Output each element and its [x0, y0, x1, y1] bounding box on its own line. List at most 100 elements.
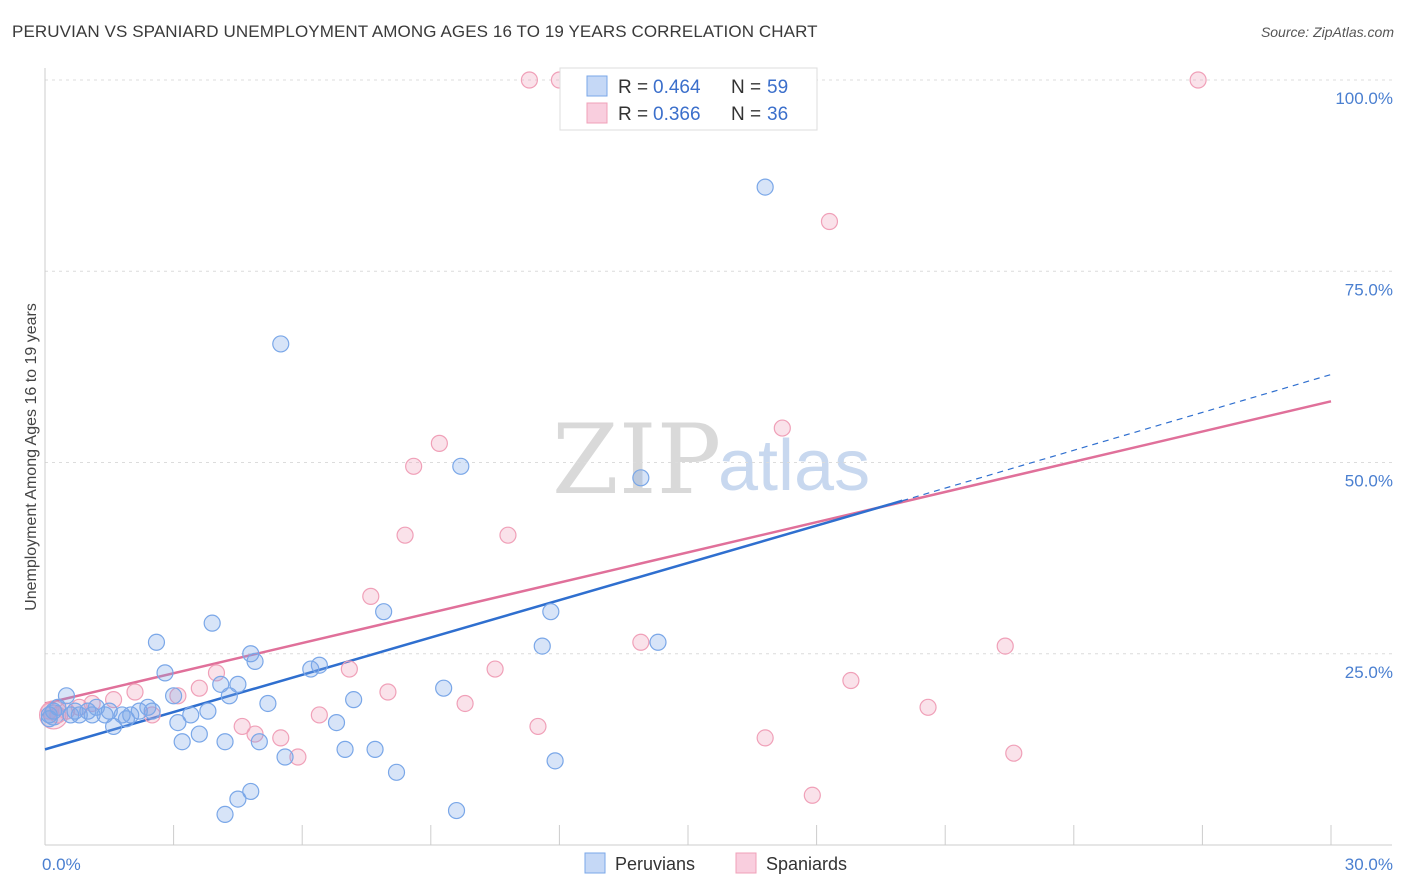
spaniards-point-30	[773, 419, 791, 437]
spaniards-point-23	[486, 660, 504, 678]
spaniards-point-6	[126, 683, 144, 701]
spaniards-point-24	[499, 526, 517, 544]
peruvians-point-58	[117, 710, 136, 728]
peruvians-point-34	[276, 748, 294, 766]
peruvians-point-35	[302, 660, 320, 678]
peruvians-point-12	[104, 717, 123, 736]
spaniards-point-33	[842, 671, 860, 690]
spaniards-point-19	[396, 526, 414, 544]
peruvians-point-32	[250, 733, 268, 751]
peruvians-point-43	[435, 679, 453, 697]
spaniards-point-26	[529, 717, 547, 736]
watermark: ZIP atlas	[552, 404, 870, 516]
peruvians-point-18	[156, 664, 174, 682]
y-tick-label-3: 100.0%	[1335, 89, 1393, 108]
peruvians-point-48	[649, 633, 667, 651]
spaniards-point-21	[430, 434, 448, 452]
spaniards-point-37	[1189, 71, 1207, 89]
peruvians-point-22	[182, 706, 200, 724]
y-tick-label-2: 75.0%	[1345, 280, 1393, 299]
peruvians-point-54	[447, 801, 466, 820]
watermark-zip: ZIP	[552, 404, 721, 516]
peruvians-point-36	[310, 656, 328, 674]
peruvians-point-24	[199, 702, 217, 720]
peruvians-point-38	[336, 740, 354, 758]
peruvians-point-42	[387, 763, 406, 781]
peruvians-point-20	[169, 713, 187, 732]
spaniards-point-35	[996, 637, 1014, 655]
peruvians-point-37	[327, 713, 346, 732]
peruvians-point-15	[130, 702, 148, 720]
legend-r-label-2: R =	[618, 104, 648, 125]
spaniards-point-13	[272, 729, 290, 747]
y-tick-label-0: 25.0%	[1345, 663, 1393, 682]
chart-source: Source: ZipAtlas.com	[1260, 24, 1394, 40]
y-tick-label-1: 50.0%	[1345, 472, 1393, 491]
peruvians-point-27	[216, 733, 234, 751]
peruvians-point-19	[165, 687, 183, 705]
spaniards-point-34	[919, 698, 937, 716]
spaniards-point-18	[379, 683, 397, 701]
spaniards-point-16	[340, 660, 358, 678]
peruvians-point-40	[366, 740, 384, 758]
bottom-legend-swatch-peruvians	[584, 852, 606, 874]
x-tick-labels: 0.0% 30.0%	[42, 855, 1393, 874]
peruvians-point-2	[49, 698, 67, 716]
peruvians-point-53	[216, 805, 234, 824]
spaniards-point-25	[520, 71, 538, 89]
peruvians-point-23	[190, 725, 208, 743]
spaniards-point-36	[1005, 744, 1023, 762]
chart-title: PERUVIAN VS SPANIARD UNEMPLOYMENT AMONG …	[12, 22, 818, 41]
spaniards-point-29	[756, 729, 774, 747]
peruvians-point-41	[375, 603, 393, 621]
legend-r-value-1: 0.464	[653, 77, 701, 98]
bottom-legend: Peruvians Spaniards	[584, 852, 847, 874]
spaniards-point-20	[405, 457, 423, 475]
y-axis-title: Unemployment Among Ages 16 to 19 years	[23, 303, 40, 611]
peruvians-point-21	[173, 733, 191, 751]
peruvians-point-33	[259, 694, 277, 713]
watermark-atlas: atlas	[718, 426, 870, 506]
peruvians-point-44	[452, 457, 470, 475]
peruvians-point-57	[143, 702, 161, 720]
peruvians-point-46	[542, 603, 560, 621]
legend-n-value-2: 36	[767, 104, 788, 125]
legend-swatch-spaniards	[586, 102, 608, 124]
peruvians-point-50	[272, 335, 290, 353]
peruvians-point-49	[756, 178, 774, 196]
legend-n-label-2: N =	[731, 104, 761, 125]
spaniards-point-9	[190, 679, 208, 697]
y-tick-labels: 25.0% 50.0% 75.0% 100.0%	[1335, 89, 1393, 682]
spaniards-point-28	[632, 633, 650, 651]
spaniards-point-15	[310, 706, 328, 724]
peruvians-point-45	[533, 637, 551, 655]
peruvians-trend-line-extension	[902, 373, 1332, 502]
peruvians-point-6	[70, 706, 88, 724]
legend: R = 0.464 N = 59 R = 0.366 N = 36	[559, 67, 818, 131]
peruvians-point-47	[632, 469, 650, 487]
grid	[45, 79, 1392, 655]
peruvians-point-25	[203, 614, 221, 632]
spaniards-point-11	[233, 717, 251, 736]
peruvians-point-29	[229, 675, 247, 693]
legend-swatch-peruvians	[586, 75, 608, 97]
peruvians-point-55	[546, 752, 564, 770]
spaniards-point-31	[803, 786, 821, 804]
spaniards-point-22	[456, 694, 474, 713]
axes	[44, 68, 1392, 846]
bottom-legend-spaniards: Spaniards	[766, 854, 847, 874]
spaniards-point-14	[289, 748, 307, 766]
data-points	[38, 71, 1207, 824]
legend-r-label-1: R =	[618, 77, 648, 98]
spaniards-point-17	[362, 587, 380, 605]
legend-r-value-2: 0.366	[653, 104, 701, 125]
peruvians-point-3	[57, 687, 76, 705]
peruvians-point-39	[345, 691, 363, 709]
legend-n-value-1: 59	[767, 77, 788, 98]
x-tick-label-1: 30.0%	[1345, 855, 1393, 874]
bottom-legend-swatch-spaniards	[735, 852, 757, 874]
peruvians-point-28	[220, 687, 238, 705]
peruvians-point-17	[147, 633, 166, 651]
peruvians-point-26	[212, 675, 230, 693]
